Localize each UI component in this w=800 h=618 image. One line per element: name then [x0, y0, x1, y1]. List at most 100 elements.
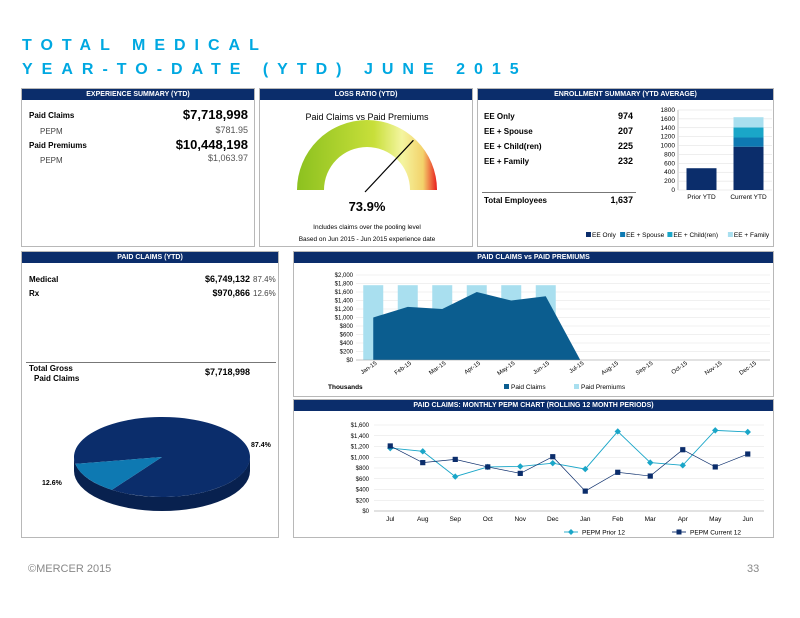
enrollment-row-value: 225: [617, 141, 633, 151]
paid-premiums-value: $10,448,198: [175, 137, 248, 152]
cvp-category-label: Apr-15: [464, 360, 483, 376]
cvp-tick-label: $0: [346, 358, 353, 364]
enrollment-tick-label: 1400: [661, 125, 676, 132]
claims-row-value: $970,866: [212, 288, 250, 298]
experience-summary-header: EXPERIENCE SUMMARY (YTD): [22, 89, 254, 100]
page-title-line-1: TOTAL MEDICAL: [22, 37, 268, 54]
enrollment-row-value: 974: [617, 111, 633, 121]
enrollment-category-label: Prior YTD: [687, 194, 716, 201]
cvp-category-label: Dec-15: [739, 360, 759, 376]
claims-area: [373, 292, 581, 360]
pepm-point: [387, 443, 393, 449]
enrollment-bar: [733, 127, 764, 138]
gauge-note-1: Includes claims over the pooling level: [313, 224, 421, 231]
enrollment-tick-label: 600: [664, 160, 675, 167]
cvp-legend-swatch: [574, 384, 579, 389]
pepm-point: [550, 454, 556, 460]
enrollment-legend-swatch: [586, 232, 591, 237]
cvp-category-label: Jul-15: [569, 360, 586, 375]
page-title-line-2: YEAR-TO-DATE (YTD) JUNE 2015: [22, 61, 528, 78]
pepm-point: [517, 470, 523, 476]
cvp-category-label: May-15: [497, 360, 517, 377]
enrollment-legend-label: EE + Family: [734, 232, 770, 239]
total-gross-value: $7,718,998: [204, 367, 250, 377]
enrollment-tick-label: 800: [664, 151, 675, 158]
pie-label: 87.4%: [251, 442, 272, 449]
pepm-tick-label: $400: [356, 488, 370, 494]
pepm-category-label: Jun: [743, 516, 754, 523]
paid-premiums-label: Paid Premiums: [29, 141, 87, 150]
claims-row-value: $6,749,132: [204, 274, 250, 284]
pepm-category-label: Feb: [612, 516, 624, 523]
cvp-tick-label: $400: [340, 341, 354, 347]
enrollment-summary-panel: ENROLLMENT SUMMARY (YTD AVERAGE) EE Only…: [477, 88, 774, 247]
total-employees-value: 1,637: [610, 195, 633, 205]
cvp-category-label: Mar-15: [428, 360, 448, 376]
gauge-needle: [364, 139, 414, 193]
enrollment-bar: [733, 146, 764, 190]
pepm-category-label: May: [709, 516, 722, 523]
enrollment-tick-label: 0: [671, 187, 675, 194]
claims-row-pct: 87.4%: [253, 275, 276, 284]
cvp-tick-label: $800: [340, 324, 354, 330]
pepm-tick-label: $1,000: [351, 455, 370, 461]
pie-side: [74, 457, 250, 511]
total-gross-label-2: Paid Claims: [34, 374, 80, 383]
pepm-point: [452, 456, 458, 462]
copyright: ©MERCER 2015: [28, 563, 112, 575]
cvp-category-label: Oct-15: [671, 360, 690, 376]
cvp-category-label: Jan-15: [360, 360, 379, 376]
claims-vs-premiums-chart: Thousands $0 $200 $400 $600 $800 $1,000 $1,200…: [328, 273, 770, 391]
cvp-tick-label: $2,000: [335, 273, 354, 279]
enrollment-row-label: EE + Spouse: [484, 127, 533, 136]
gauge-arc: [297, 120, 437, 190]
claims-row-label: Medical: [29, 275, 59, 284]
pepm-series-line: [390, 445, 748, 492]
enrollment-category-label: Current YTD: [730, 194, 767, 201]
claims-pie-chart: 87.4% 12.6%: [42, 417, 272, 511]
pepm-point: [712, 464, 718, 470]
pie-slice: [75, 457, 162, 490]
paid-claims-value: $7,718,998: [182, 107, 248, 122]
enrollment-tick-label: 1200: [661, 134, 676, 141]
pepm-chart-panel: PAID CLAIMS: MONTHLY PEPM CHART (ROLLING…: [293, 399, 774, 538]
pepm-category-label: Apr: [678, 516, 689, 523]
enrollment-row-label: EE + Family: [484, 157, 530, 166]
claims-row-pct: 12.6%: [253, 289, 276, 298]
pepm-legend-marker: [568, 529, 574, 535]
loss-ratio-header: LOSS RATIO (YTD): [260, 89, 472, 100]
paid-claims-label: Paid Claims: [29, 111, 75, 120]
enrollment-tick-label: 400: [664, 169, 675, 176]
pepm-point: [420, 460, 426, 466]
pepm-point: [615, 469, 621, 475]
pepm-tick-label: $600: [356, 477, 370, 483]
enrollment-legend-swatch: [727, 232, 733, 237]
enrollment-tick-label: 1800: [661, 107, 676, 114]
enrollment-bar: [686, 168, 717, 190]
cvp-tick-label: $1,200: [335, 307, 354, 313]
gauge-value: 73.9%: [349, 199, 386, 214]
claims-row-label: Rx: [29, 289, 40, 298]
pepm-tick-label: $200: [356, 498, 370, 504]
enrollment-bar: [733, 137, 764, 147]
enrollment-summary-header: ENROLLMENT SUMMARY (YTD AVERAGE): [478, 89, 773, 100]
pepm-point: [647, 459, 654, 466]
cvp-tick-label: $1,400: [335, 299, 354, 305]
enrollment-legend-swatch: [667, 232, 673, 237]
enrollment-row-label: EE + Child(ren): [484, 142, 542, 151]
cvp-tick-label: $1,800: [335, 282, 354, 288]
enrollment-legend-label: EE Only: [592, 232, 617, 239]
pepm-tick-label: $1,200: [351, 445, 370, 451]
paid-claims-ytd-panel: PAID CLAIMS (YTD) Medical $6,749,132 87.…: [21, 251, 279, 538]
pepm-point: [614, 428, 621, 435]
pepm-category-label: Aug: [417, 516, 429, 523]
enrollment-row-label: EE Only: [484, 112, 515, 121]
enrollment-bar: [733, 117, 764, 128]
cvp-category-label: Feb-15: [394, 360, 414, 376]
pepm-point: [679, 462, 686, 469]
enrollment-tick-label: 1600: [661, 116, 676, 123]
paid-claims-pepm-value: $781.95: [215, 125, 248, 135]
paid-claims-ytd-header: PAID CLAIMS (YTD): [22, 252, 278, 263]
experience-summary-panel: EXPERIENCE SUMMARY (YTD) Paid Claims $7,…: [21, 88, 255, 247]
